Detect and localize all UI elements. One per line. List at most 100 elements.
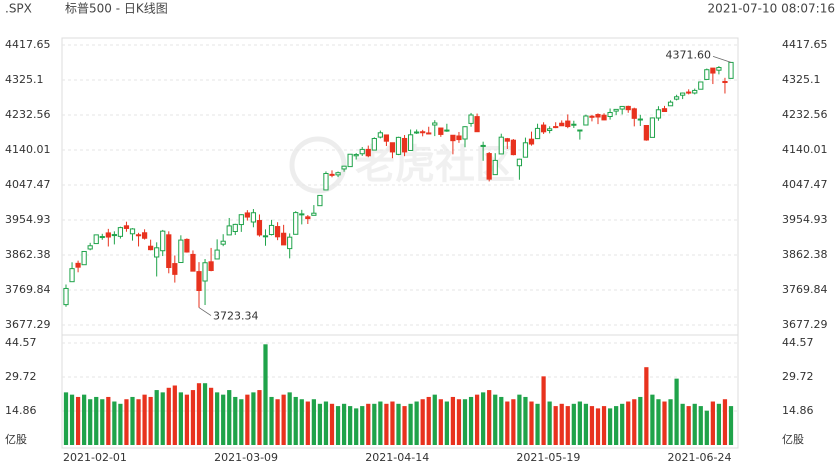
candle-body xyxy=(341,165,347,170)
candle-body xyxy=(631,108,637,119)
candle-body xyxy=(75,262,81,268)
volume-bar xyxy=(63,392,69,445)
volume-bar xyxy=(275,399,280,445)
candle-body xyxy=(498,136,504,155)
candle-body xyxy=(577,129,583,132)
candle-body xyxy=(649,117,656,138)
candle-body xyxy=(444,129,450,132)
volume-tick-label: 44.57 xyxy=(5,336,37,349)
volume-bar xyxy=(710,401,715,445)
candle-body xyxy=(262,235,269,238)
y-tick-label-right: 4232.56 xyxy=(782,108,828,121)
volume-bar xyxy=(529,401,534,445)
candle-body xyxy=(359,148,365,155)
volume-bar xyxy=(239,399,244,445)
candle-body xyxy=(559,122,565,127)
volume-bar xyxy=(722,399,728,445)
candle-body xyxy=(135,234,142,237)
candle-body xyxy=(87,245,93,250)
candle-body xyxy=(365,148,371,157)
volume-bar xyxy=(692,403,697,445)
volume-bar xyxy=(456,399,462,445)
y-tick-label-right: 4325.1 xyxy=(782,73,821,86)
candle-body xyxy=(595,114,601,118)
candle-body xyxy=(655,109,662,119)
volume-bar xyxy=(704,410,709,445)
candle-body xyxy=(468,114,474,124)
volume-unit: 亿股 xyxy=(5,433,27,446)
x-tick-label: 2021-04-14 xyxy=(365,451,429,464)
candle-body xyxy=(667,101,674,107)
volume-bar xyxy=(589,406,595,445)
y-tick-label: 3677.29 xyxy=(5,318,51,331)
volume-bar xyxy=(626,401,631,445)
volume-bar xyxy=(595,408,601,445)
candle-body xyxy=(293,212,299,235)
candle-body xyxy=(486,153,492,180)
y-tick-label-right: 3677.29 xyxy=(782,318,828,331)
volume-bar xyxy=(493,394,498,445)
volume-bar xyxy=(293,396,298,445)
y-tick-label-right: 3862.38 xyxy=(782,248,828,261)
volume-bar xyxy=(644,367,649,445)
y-tick-label: 4232.56 xyxy=(5,108,51,121)
volume-bar xyxy=(547,401,552,445)
candle-body xyxy=(353,154,359,157)
volume-bar xyxy=(287,392,292,445)
volume-bar xyxy=(402,406,407,445)
candle-body xyxy=(214,249,220,260)
candle-body xyxy=(220,240,226,245)
volume-bar xyxy=(378,401,383,445)
volume-bar xyxy=(499,396,504,445)
candle-body xyxy=(63,287,69,306)
candle-body xyxy=(637,118,643,121)
volume-bar xyxy=(716,403,722,445)
volume-bar xyxy=(366,403,371,445)
candle-body xyxy=(281,232,287,246)
candle-body xyxy=(93,234,99,245)
volume-bar xyxy=(523,396,528,445)
volume-bar xyxy=(263,344,268,445)
volume-bar xyxy=(601,406,607,445)
candle-body xyxy=(613,108,619,112)
candle-body xyxy=(250,212,257,223)
volume-bar xyxy=(541,376,546,445)
candle-body xyxy=(371,138,377,151)
max-label: 4371.60 xyxy=(666,48,712,61)
candle-body xyxy=(625,105,631,111)
volume-bar xyxy=(233,396,238,445)
candle-body xyxy=(401,137,408,153)
candle-body xyxy=(111,234,117,237)
candle-body xyxy=(492,159,498,176)
y-tick-label-right: 3954.93 xyxy=(782,213,828,226)
volume-bar xyxy=(257,390,262,445)
volume-bar xyxy=(620,403,625,445)
candle-body xyxy=(172,263,178,275)
candle-body xyxy=(178,239,184,264)
y-tick-label-right: 3769.84 xyxy=(782,283,828,296)
volume-bar xyxy=(69,394,75,445)
volume-bar xyxy=(517,394,522,445)
candle-body xyxy=(528,138,535,145)
volume-bar xyxy=(354,408,359,445)
candle-body xyxy=(256,220,263,236)
candle-body xyxy=(607,111,613,117)
candle-body xyxy=(728,61,734,79)
volume-bar xyxy=(215,392,220,445)
volume-bar xyxy=(190,390,196,445)
candle-body xyxy=(395,136,402,155)
candle-body xyxy=(117,227,124,237)
candle-body xyxy=(510,139,516,156)
y-tick-label: 4325.1 xyxy=(5,73,44,86)
volume-bar xyxy=(148,396,153,445)
volume-bar xyxy=(130,396,135,445)
min-leader xyxy=(198,307,212,316)
volume-unit-right: 亿股 xyxy=(782,433,804,446)
candle-body xyxy=(462,126,468,140)
candle-body xyxy=(190,253,196,272)
volume-bar xyxy=(487,390,492,445)
candle-body xyxy=(426,132,432,135)
candle-body xyxy=(534,127,541,140)
volume-bar xyxy=(432,394,437,445)
candle-body xyxy=(571,123,577,126)
